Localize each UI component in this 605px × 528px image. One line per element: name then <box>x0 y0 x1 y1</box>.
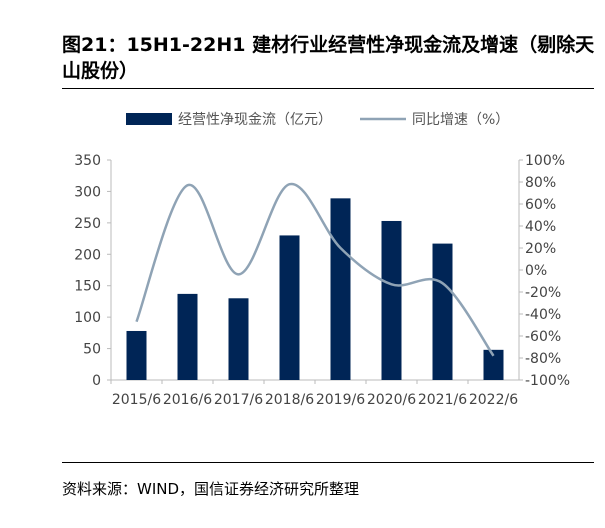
right-tick-label: 20% <box>525 241 556 257</box>
legend-bar-swatch <box>126 113 172 125</box>
left-tick-label: 0 <box>92 373 101 389</box>
divider <box>62 88 594 89</box>
legend-bar-label: 经营性净现金流（亿元） <box>178 112 332 128</box>
left-tick-label: 200 <box>74 247 101 263</box>
right-tick-label: -60% <box>525 329 561 345</box>
right-tick-label: -100% <box>525 373 570 389</box>
bar <box>432 243 453 380</box>
x-tick-label: 2017/6 <box>214 392 263 408</box>
left-tick-label: 100 <box>74 310 101 326</box>
bar <box>126 330 147 380</box>
left-tick-label: 50 <box>83 342 101 358</box>
x-tick-label: 2020/6 <box>367 392 416 408</box>
bar <box>228 298 249 380</box>
right-tick-label: -80% <box>525 351 561 367</box>
right-tick-label: 40% <box>525 219 556 235</box>
bar <box>279 235 300 380</box>
left-tick-label: 150 <box>74 279 101 295</box>
right-tick-label: 60% <box>525 197 556 213</box>
right-tick-label: -40% <box>525 307 561 323</box>
right-tick-label: 0% <box>525 263 547 279</box>
divider <box>62 462 594 463</box>
left-tick-label: 350 <box>74 153 101 169</box>
bar <box>330 198 351 380</box>
right-tick-label: 80% <box>525 175 556 191</box>
x-tick-label: 2016/6 <box>163 392 212 408</box>
source-note: 资料来源：WIND，国信证券经济研究所整理 <box>62 480 360 498</box>
x-tick-label: 2018/6 <box>265 392 314 408</box>
right-tick-label: 100% <box>525 153 565 169</box>
left-tick-label: 250 <box>74 216 101 232</box>
bar <box>177 293 198 380</box>
left-tick-label: 300 <box>74 184 101 200</box>
legend-line-label: 同比增速（%） <box>412 112 509 128</box>
bar <box>381 220 402 380</box>
chart-title: 图21：15H1-22H1 建材行业经营性净现金流及增速（剔除天山股份） <box>62 34 595 82</box>
x-tick-label: 2022/6 <box>469 392 518 408</box>
x-tick-label: 2015/6 <box>112 392 161 408</box>
x-tick-label: 2021/6 <box>418 392 467 408</box>
bar <box>483 349 504 380</box>
right-tick-label: -20% <box>525 285 561 301</box>
x-tick-label: 2019/6 <box>316 392 365 408</box>
